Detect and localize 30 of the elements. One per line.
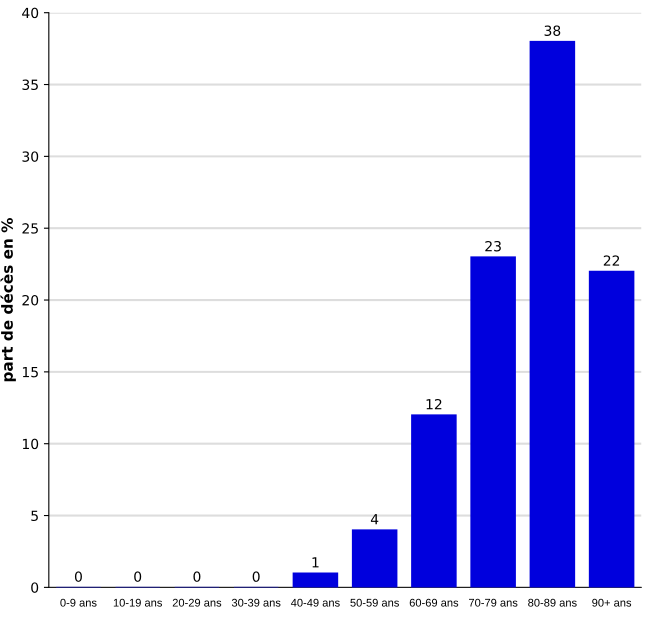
data-label: 0 (252, 571, 260, 582)
data-label: 22 (604, 255, 620, 266)
data-label: 0 (74, 571, 82, 582)
data-label: 4 (370, 514, 378, 524)
y-tick-label: 0 (31, 582, 38, 593)
x-tick-label: 20-29 ans (172, 598, 222, 607)
data-label: 23 (485, 240, 501, 252)
x-tick-label: 10-19 ans (114, 598, 162, 607)
x-tick-label: 30-39 ans (232, 598, 280, 607)
y-tick-label: 30 (22, 151, 38, 162)
x-tick-label: 60-69 ans (410, 598, 458, 607)
y-tick-label: 20 (22, 295, 38, 306)
data-label: 38 (544, 25, 560, 36)
x-tick-label: 40-49 ans (290, 598, 340, 607)
x-tick-label: 70-79 ans (468, 598, 518, 607)
data-label: 0 (193, 571, 200, 582)
x-tick-label: 90+ ans (592, 598, 632, 607)
data-label: 0 (134, 571, 142, 582)
y-tick-label: 15 (22, 367, 38, 378)
data-label: 1 (312, 557, 319, 568)
y-tick-label: 5 (31, 510, 38, 522)
y-axis-title: part de décès en % (0, 218, 16, 382)
y-tick-label: 10 (22, 438, 38, 450)
x-tick-label: 80-89 ans (528, 598, 577, 607)
y-tick-label: 35 (22, 80, 38, 90)
y-tick-label: 25 (22, 223, 38, 234)
x-tick-label: 0-9 ans (60, 598, 97, 607)
data-label: 12 (426, 399, 442, 410)
x-tick-label: 50-59 ans (350, 598, 399, 607)
y-tick-label: 40 (22, 8, 38, 18)
